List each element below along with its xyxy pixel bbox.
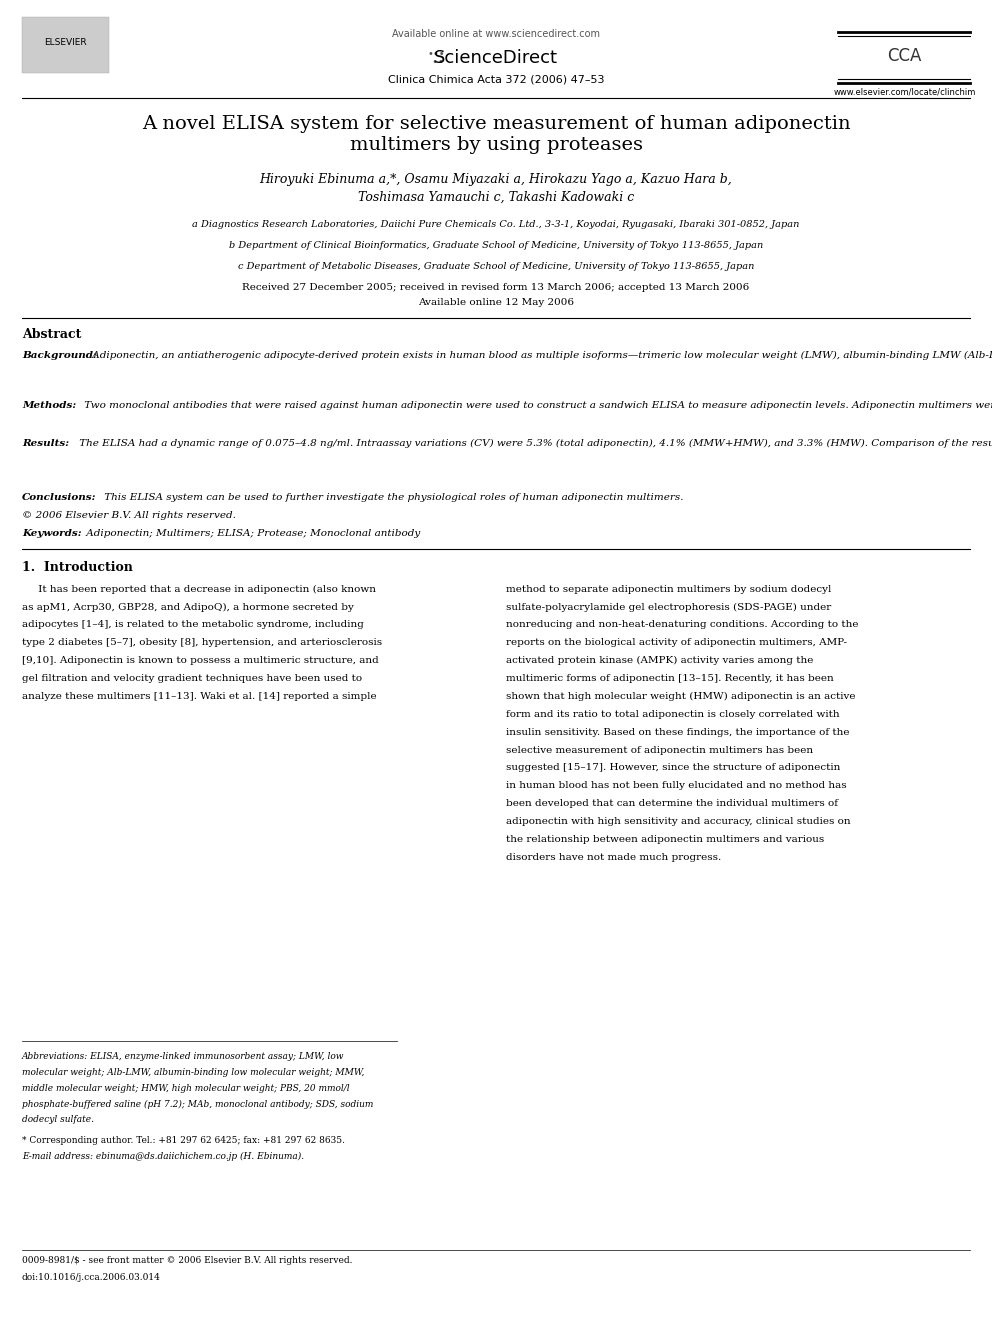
Text: 0009-8981/$ - see front matter © 2006 Elsevier B.V. All rights reserved.: 0009-8981/$ - see front matter © 2006 El… bbox=[22, 1256, 352, 1265]
Text: Adiponectin, an antiatherogenic adipocyte-derived protein exists in human blood : Adiponectin, an antiatherogenic adipocyt… bbox=[89, 351, 992, 360]
Text: Abstract: Abstract bbox=[22, 328, 81, 341]
Text: [9,10]. Adiponectin is known to possess a multimeric structure, and: [9,10]. Adiponectin is known to possess … bbox=[22, 656, 379, 665]
Text: www.elsevier.com/locate/clinchim: www.elsevier.com/locate/clinchim bbox=[833, 87, 976, 97]
Text: been developed that can determine the individual multimers of: been developed that can determine the in… bbox=[506, 799, 838, 808]
Text: analyze these multimers [11–13]. Waki et al. [14] reported a simple: analyze these multimers [11–13]. Waki et… bbox=[22, 692, 376, 701]
Text: dodecyl sulfate.: dodecyl sulfate. bbox=[22, 1115, 94, 1125]
Text: multimers by using proteases: multimers by using proteases bbox=[349, 136, 643, 155]
Text: Received 27 December 2005; received in revised form 13 March 2006; accepted 13 M: Received 27 December 2005; received in r… bbox=[242, 283, 750, 292]
Text: suggested [15–17]. However, since the structure of adiponectin: suggested [15–17]. However, since the st… bbox=[506, 763, 840, 773]
Text: Toshimasa Yamauchi c, Takashi Kadowaki c: Toshimasa Yamauchi c, Takashi Kadowaki c bbox=[358, 191, 634, 204]
Text: in human blood has not been fully elucidated and no method has: in human blood has not been fully elucid… bbox=[506, 781, 846, 790]
Text: © 2006 Elsevier B.V. All rights reserved.: © 2006 Elsevier B.V. All rights reserved… bbox=[22, 511, 236, 520]
Text: selective measurement of adiponectin multimers has been: selective measurement of adiponectin mul… bbox=[506, 745, 813, 754]
Text: multimeric forms of adiponectin [13–15]. Recently, it has been: multimeric forms of adiponectin [13–15].… bbox=[506, 673, 833, 683]
Text: Background: Adiponectin, an antiatherogenic adipocyte-derived protein exists in : Background: Adiponectin, an antiatheroge… bbox=[22, 351, 992, 360]
Text: gel filtration and velocity gradient techniques have been used to: gel filtration and velocity gradient tec… bbox=[22, 673, 362, 683]
Text: c Department of Metabolic Diseases, Graduate School of Medicine, University of T: c Department of Metabolic Diseases, Grad… bbox=[238, 262, 754, 271]
Text: activated protein kinase (AMPK) activity varies among the: activated protein kinase (AMPK) activity… bbox=[506, 656, 813, 665]
Text: sulfate-polyacrylamide gel electrophoresis (SDS-PAGE) under: sulfate-polyacrylamide gel electrophores… bbox=[506, 602, 831, 611]
Text: b Department of Clinical Bioinformatics, Graduate School of Medicine, University: b Department of Clinical Bioinformatics,… bbox=[229, 241, 763, 250]
Text: shown that high molecular weight (HMW) adiponectin is an active: shown that high molecular weight (HMW) a… bbox=[506, 692, 855, 701]
Text: CCA: CCA bbox=[888, 46, 922, 65]
FancyBboxPatch shape bbox=[22, 17, 109, 73]
Text: phosphate-buffered saline (pH 7.2); MAb, monoclonal antibody; SDS, sodium: phosphate-buffered saline (pH 7.2); MAb,… bbox=[22, 1099, 373, 1109]
Text: Clinica Chimica Acta 372 (2006) 47–53: Clinica Chimica Acta 372 (2006) 47–53 bbox=[388, 74, 604, 85]
Text: Hiroyuki Ebinuma a,*, Osamu Miyazaki a, Hirokazu Yago a, Kazuo Hara b,: Hiroyuki Ebinuma a,*, Osamu Miyazaki a, … bbox=[260, 173, 732, 187]
Text: Two monoclonal antibodies that were raised against human adiponectin were used t: Two monoclonal antibodies that were rais… bbox=[81, 401, 992, 410]
Text: •••
 ••: ••• •• bbox=[428, 49, 445, 67]
Text: method to separate adiponectin multimers by sodium dodecyl: method to separate adiponectin multimers… bbox=[506, 585, 831, 594]
Text: Conclusions:: Conclusions: bbox=[22, 493, 96, 503]
Text: the relationship between adiponectin multimers and various: the relationship between adiponectin mul… bbox=[506, 835, 824, 844]
Text: insulin sensitivity. Based on these findings, the importance of the: insulin sensitivity. Based on these find… bbox=[506, 728, 849, 737]
Text: nonreducing and non-heat-denaturing conditions. According to the: nonreducing and non-heat-denaturing cond… bbox=[506, 620, 858, 630]
Text: * Corresponding author. Tel.: +81 297 62 6425; fax: +81 297 62 8635.: * Corresponding author. Tel.: +81 297 62… bbox=[22, 1136, 345, 1146]
Text: as apM1, Acrp30, GBP28, and AdipoQ), a hormone secreted by: as apM1, Acrp30, GBP28, and AdipoQ), a h… bbox=[22, 602, 354, 611]
Text: Adiponectin; Multimers; ELISA; Protease; Monoclonal antibody: Adiponectin; Multimers; ELISA; Protease;… bbox=[83, 529, 421, 538]
Text: reports on the biological activity of adiponectin multimers, AMP-: reports on the biological activity of ad… bbox=[506, 638, 847, 647]
Text: adiponectin with high sensitivity and accuracy, clinical studies on: adiponectin with high sensitivity and ac… bbox=[506, 816, 850, 826]
Text: Available online 12 May 2006: Available online 12 May 2006 bbox=[418, 298, 574, 307]
Text: middle molecular weight; HMW, high molecular weight; PBS, 20 mmol/l: middle molecular weight; HMW, high molec… bbox=[22, 1084, 349, 1093]
Text: 1.  Introduction: 1. Introduction bbox=[22, 561, 133, 574]
Text: Results:: Results: bbox=[22, 439, 69, 448]
Text: adipocytes [1–4], is related to the metabolic syndrome, including: adipocytes [1–4], is related to the meta… bbox=[22, 620, 364, 630]
Text: ScienceDirect: ScienceDirect bbox=[434, 49, 558, 67]
Text: A novel ELISA system for selective measurement of human adiponectin: A novel ELISA system for selective measu… bbox=[142, 115, 850, 134]
Text: ELSEVIER: ELSEVIER bbox=[45, 38, 86, 46]
Text: E-mail address: ebinuma@ds.daiichichem.co.jp (H. Ebinuma).: E-mail address: ebinuma@ds.daiichichem.c… bbox=[22, 1152, 304, 1162]
Text: molecular weight; Alb-LMW, albumin-binding low molecular weight; MMW,: molecular weight; Alb-LMW, albumin-bindi… bbox=[22, 1068, 364, 1077]
Text: type 2 diabetes [5–7], obesity [8], hypertension, and arteriosclerosis: type 2 diabetes [5–7], obesity [8], hype… bbox=[22, 638, 382, 647]
Text: It has been reported that a decrease in adiponectin (also known: It has been reported that a decrease in … bbox=[22, 585, 376, 594]
Text: a Diagnostics Research Laboratories, Daiichi Pure Chemicals Co. Ltd., 3-3-1, Koy: a Diagnostics Research Laboratories, Dai… bbox=[192, 220, 800, 229]
Text: form and its ratio to total adiponectin is closely correlated with: form and its ratio to total adiponectin … bbox=[506, 709, 839, 718]
Text: The ELISA had a dynamic range of 0.075–4.8 ng/ml. Intraassay variations (CV) wer: The ELISA had a dynamic range of 0.075–4… bbox=[76, 439, 992, 448]
Text: disorders have not made much progress.: disorders have not made much progress. bbox=[506, 852, 721, 861]
Text: This ELISA system can be used to further investigate the physiological roles of : This ELISA system can be used to further… bbox=[101, 493, 683, 503]
Text: Methods:: Methods: bbox=[22, 401, 76, 410]
Text: doi:10.1016/j.cca.2006.03.014: doi:10.1016/j.cca.2006.03.014 bbox=[22, 1273, 161, 1282]
Text: Background:: Background: bbox=[22, 351, 96, 360]
Text: Keywords:: Keywords: bbox=[22, 529, 81, 538]
Text: Available online at www.sciencedirect.com: Available online at www.sciencedirect.co… bbox=[392, 29, 600, 40]
Text: Abbreviations: ELISA, enzyme-linked immunosorbent assay; LMW, low: Abbreviations: ELISA, enzyme-linked immu… bbox=[22, 1052, 344, 1061]
